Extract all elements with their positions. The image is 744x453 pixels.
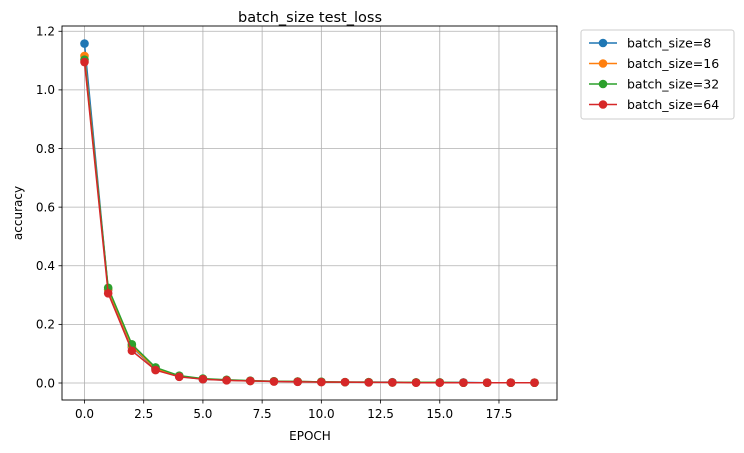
legend-item: batch_size=64	[589, 97, 719, 112]
legend-marker	[598, 100, 608, 109]
x-axis-label: EPOCH	[289, 429, 331, 443]
y-tick-label: 0.8	[36, 142, 55, 156]
legend-marker	[598, 38, 608, 48]
data-point	[364, 378, 374, 387]
axis-ticks: 0.0 2.5 5.0 7.5 10.0 12.5 15.0 17.5 0.0 0.2 0.4 0.6…	[36, 25, 512, 421]
data-point	[482, 378, 492, 388]
legend-label: batch_size=16	[627, 56, 719, 71]
y-tick-label: 0.2	[36, 318, 55, 332]
data-point	[103, 289, 113, 298]
x-tick-label: 5.0	[193, 407, 212, 421]
data-point	[151, 365, 160, 375]
y-tick-label: 0.0	[36, 376, 55, 390]
x-tick-label: 7.5	[253, 407, 272, 421]
data-point	[340, 377, 350, 387]
legend-item: batch_size=8	[589, 36, 711, 51]
legend: batch_size=8 batch_size=16 batch_size=32ba…	[580, 29, 735, 120]
data-point	[293, 377, 302, 387]
data-point	[317, 377, 326, 387]
legend-label: batch_size=32	[627, 77, 719, 92]
data-point	[506, 378, 516, 388]
x-tick-label: 17.5	[486, 407, 513, 421]
legend-item: batch_size=16	[589, 56, 719, 71]
y-tick-label: 1.2	[36, 25, 55, 39]
data-point	[388, 378, 397, 387]
y-tick-label: 0.4	[36, 259, 55, 273]
data-point	[411, 378, 421, 388]
x-tick-label: 0.0	[75, 407, 94, 421]
chart-title: batch_size test_loss	[238, 10, 382, 26]
legend-label: batch_size=8	[627, 36, 711, 51]
data-point	[245, 376, 255, 386]
data-point	[269, 377, 279, 386]
plot-frame	[61, 25, 558, 401]
data-point	[127, 346, 137, 356]
data-point	[222, 376, 231, 385]
series-layer	[80, 39, 539, 388]
y-tick-label: 1.0	[36, 83, 55, 97]
x-tick-label: 12.5	[367, 407, 394, 421]
series-batch_size=64	[80, 57, 539, 388]
legend-frame	[580, 29, 735, 120]
data-point	[459, 378, 468, 388]
y-axis-label: accuracy	[11, 186, 25, 240]
data-point	[435, 378, 445, 388]
legend-marker	[598, 79, 608, 89]
data-point	[174, 372, 184, 382]
data-point	[80, 57, 89, 67]
legend-item: batch_size=32	[589, 77, 719, 92]
y-tick-label: 0.6	[36, 200, 55, 214]
x-tick-label: 2.5	[134, 407, 153, 421]
grid	[62, 26, 557, 400]
data-point	[80, 39, 89, 48]
legend-label: batch_size=64	[627, 97, 719, 112]
x-tick-label: 15.0	[426, 407, 453, 421]
data-point	[530, 378, 539, 388]
data-point	[198, 374, 208, 384]
x-tick-label: 10.0	[308, 407, 335, 421]
legend-marker	[598, 59, 608, 68]
